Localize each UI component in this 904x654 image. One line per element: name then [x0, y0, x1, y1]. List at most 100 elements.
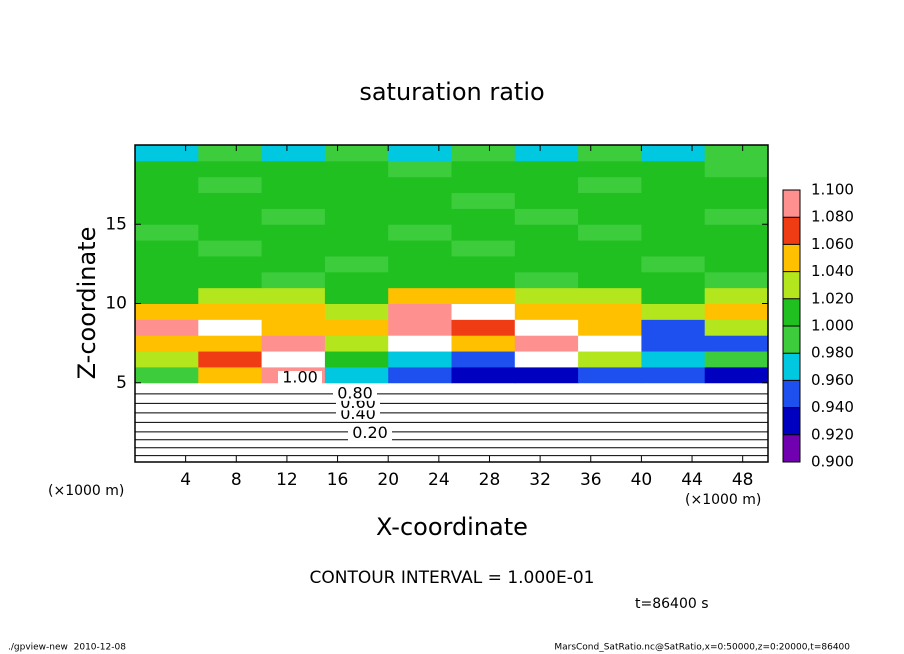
cell: [324, 351, 389, 368]
cell: [198, 255, 263, 273]
cell: [135, 255, 199, 273]
cell: [578, 271, 642, 289]
cell: [451, 208, 516, 225]
cell: [704, 271, 769, 289]
cell: [324, 335, 389, 352]
cell: [198, 287, 263, 304]
cell: [514, 271, 579, 289]
cell: [641, 303, 706, 320]
footer-left: ./gpview-new 2010-12-08: [8, 643, 126, 653]
chart-title: saturation ratio: [359, 78, 544, 106]
cell: [324, 240, 389, 257]
cell: [514, 366, 579, 384]
cell: [578, 351, 642, 368]
cell: [514, 335, 579, 352]
cell: [388, 303, 452, 320]
cell: [388, 192, 452, 209]
cell: [261, 271, 326, 289]
cell: [451, 240, 516, 257]
cell: [578, 430, 642, 447]
footer-right: MarsCond_SatRatio.nc@SatRatio,x=0:50000,…: [554, 643, 850, 653]
contour-label: 1.00: [282, 367, 318, 386]
x-tick-label: 20: [377, 470, 399, 490]
cell: [135, 430, 199, 447]
cell: [641, 208, 706, 225]
cell: [324, 160, 389, 178]
contour-label-bg: [348, 426, 392, 441]
colorbar-label: 1.080: [811, 208, 854, 226]
cell: [704, 160, 769, 178]
colorbar-swatch: [783, 407, 800, 435]
cell: [641, 366, 706, 384]
cell: [514, 446, 579, 463]
colorbar-swatch: [783, 353, 800, 381]
cell: [261, 224, 326, 241]
colorbar-swatch: [783, 244, 800, 272]
cell: [514, 208, 579, 225]
cell: [388, 446, 452, 463]
cell: [641, 224, 706, 241]
cell: [578, 446, 642, 463]
colorbar-swatch: [783, 380, 800, 408]
cell: [451, 145, 516, 162]
cell: [135, 303, 199, 320]
contour-label: 0.20: [352, 423, 388, 442]
cell: [261, 240, 326, 257]
colorbar-label: 0.920: [811, 425, 854, 443]
cell: [704, 255, 769, 273]
cell: [578, 398, 642, 415]
cell: [578, 208, 642, 225]
cell: [704, 145, 769, 162]
cell: [704, 335, 769, 352]
cell: [324, 176, 389, 194]
colorbar-label: 1.100: [811, 181, 854, 199]
cell: [198, 398, 263, 415]
cell: [135, 271, 199, 289]
x-tick-label: 32: [529, 470, 551, 490]
x-tick-label: 12: [276, 470, 298, 490]
cell: [514, 176, 579, 194]
cell: [704, 351, 769, 368]
cell: [514, 160, 579, 178]
cell: [324, 446, 389, 463]
y-tick-label: 10: [105, 294, 127, 314]
y-tick-label: 15: [105, 214, 127, 234]
cell: [388, 351, 452, 368]
cell: [198, 145, 263, 162]
cell: [261, 382, 326, 400]
cell: [135, 287, 199, 304]
cell: [324, 366, 389, 384]
cell: [198, 240, 263, 257]
cell: [261, 430, 326, 447]
cell: [388, 382, 452, 400]
cell: [641, 382, 706, 400]
cell: [578, 287, 642, 304]
colorbar-label: 0.980: [811, 344, 854, 362]
y-unit: (×1000 m): [48, 483, 124, 499]
cell: [388, 240, 452, 257]
cell: [388, 208, 452, 225]
cell: [261, 192, 326, 209]
cell: [388, 176, 452, 194]
cell: [451, 319, 516, 336]
cell: [261, 145, 326, 162]
time-label: t=86400 s: [635, 596, 709, 612]
cell: [261, 303, 326, 320]
cell: [198, 208, 263, 225]
cell: [198, 160, 263, 178]
cell: [578, 224, 642, 241]
cell: [451, 224, 516, 241]
cell: [704, 446, 769, 463]
cell: [135, 176, 199, 194]
cell: [261, 208, 326, 225]
cell: [578, 319, 642, 336]
cell: [388, 224, 452, 241]
cell: [135, 160, 199, 178]
cell: [704, 303, 769, 320]
contour-label-bg: [336, 407, 380, 422]
cell: [135, 335, 199, 352]
cell: [451, 366, 516, 384]
x-tick-label: 4: [180, 470, 191, 490]
cell: [451, 255, 516, 273]
